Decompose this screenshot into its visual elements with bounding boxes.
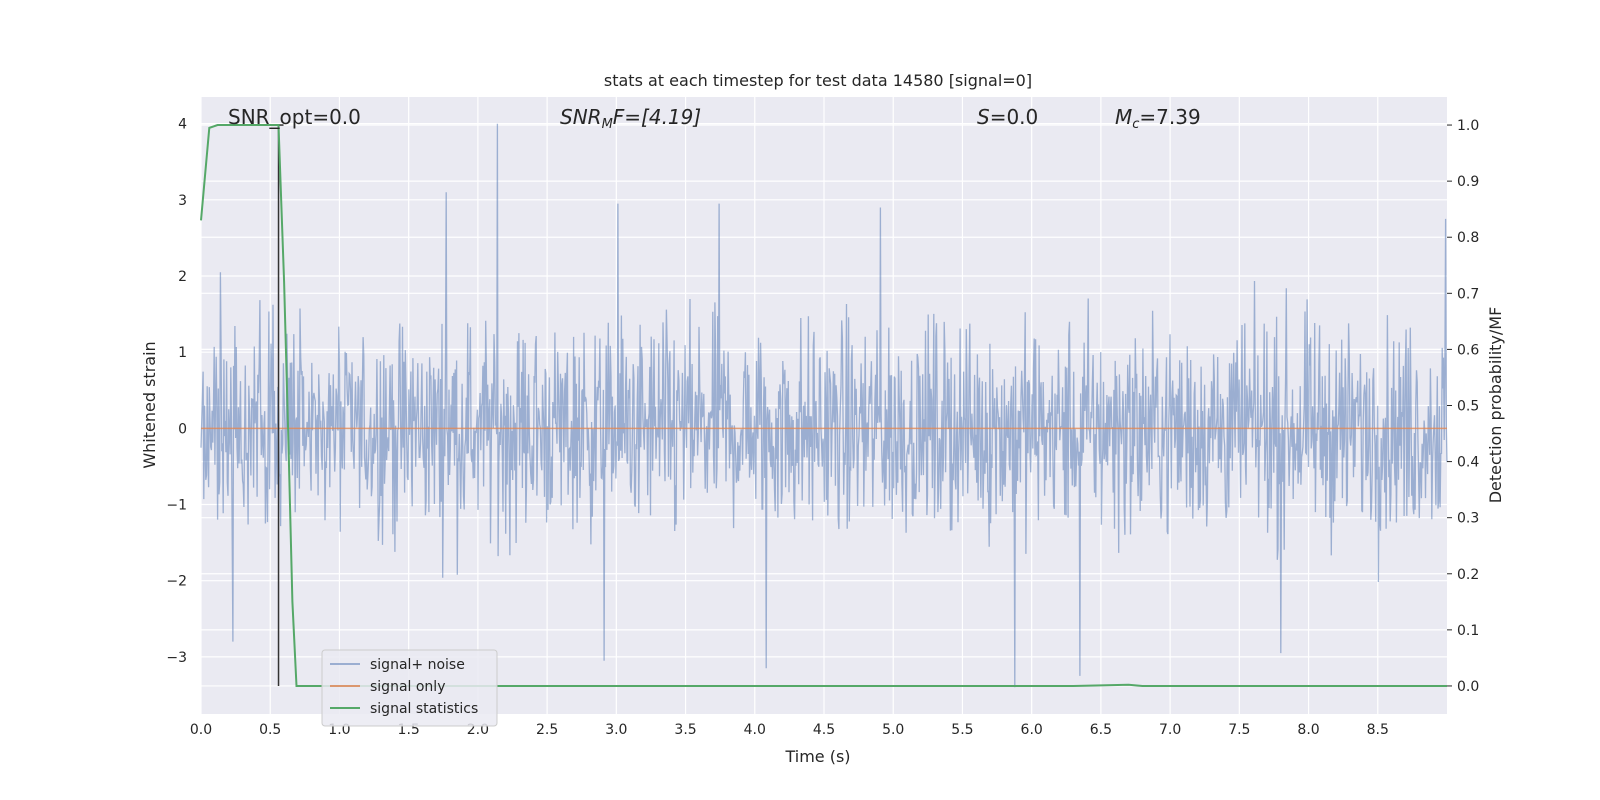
y-tick-label-left: −2 [166,574,187,590]
mc-label: M [1115,105,1132,129]
y-tick-label-right: 0.6 [1457,342,1479,358]
line-series [200,124,1447,687]
x-tick-label: 5.0 [882,722,904,738]
y-axis-label-right: Detection probability/MF [1486,307,1505,504]
s-rest: =0.0 [990,105,1039,129]
signal-noise-series [200,123,1448,688]
x-tick-label: 3.0 [605,722,627,738]
x-tick-label: 0.0 [190,722,212,738]
y-tick-label-right: 0.2 [1457,567,1479,583]
snr-mf-rest: F=[4.19] [613,105,701,129]
signal-statistics-line [200,124,1447,687]
legend-label-signal-noise: signal+ noise [370,657,465,673]
y-tick-label-right: 0.5 [1457,399,1479,415]
x-tick-label: 8.0 [1297,722,1319,738]
x-axis-label: Time (s) [784,747,850,766]
legend-label-signal-statistics: signal statistics [370,701,478,717]
legend-box [321,649,498,727]
y-tick-label-right: 0.7 [1457,286,1479,302]
x-tick-label: 0.5 [259,722,281,738]
mc-rest: =7.39 [1139,105,1200,129]
s-label: S [977,105,990,129]
y-tick-label-right: 0.0 [1457,679,1479,695]
legend-label-signal-only: signal only [370,679,445,695]
annotation-mc: Mc=7.39 [1115,105,1201,132]
chart-title: stats at each timestep for test data 145… [604,71,1032,90]
x-tick-label: 6.5 [1090,722,1112,738]
x-tick-label: 5.5 [951,722,973,738]
y-tick-label-left: −1 [166,498,187,514]
y-tick-label-left: 4 [178,117,187,133]
y-axis-label-left: Whitened strain [140,341,159,468]
y-tick-label-left: 0 [178,421,187,437]
y-tick-label-right: 0.4 [1457,455,1479,471]
annotation-s: S=0.0 [977,105,1038,129]
x-tick-label: 8.5 [1367,722,1389,738]
y-tick-label-right: 0.3 [1457,511,1479,527]
mc-sub: c [1132,117,1139,132]
signal-noise-line [200,123,1448,688]
y-tick-label-left: 1 [178,345,187,361]
y-tick-label-left: 2 [178,269,187,285]
x-tick-label: 4.0 [744,722,766,738]
annotation-snr-mf: SNRMF=[4.19] [560,105,701,132]
x-tick-label: 6.0 [1021,722,1043,738]
x-tick-label: 7.5 [1228,722,1250,738]
x-tick-label: 2.5 [536,722,558,738]
y-tick-label-right: 0.9 [1457,174,1479,190]
y-tick-label-right: 1.0 [1457,118,1479,134]
y-tick-label-left: −3 [166,650,187,666]
y-tick-label-right: 0.1 [1457,623,1479,639]
y-tick-label-left: 3 [178,193,187,209]
x-tick-label: 3.5 [674,722,696,738]
snr-mf-base: SNR [560,105,602,129]
snr-mf-sub: M [602,117,613,132]
x-tick-label: 4.5 [813,722,835,738]
x-tick-label: 7.0 [1159,722,1181,738]
y-tick-label-right: 0.8 [1457,230,1479,246]
legend: signal+ noise signal only signal statist… [321,649,498,727]
annotation-snr-opt: SNR_opt=0.0 [228,105,361,129]
